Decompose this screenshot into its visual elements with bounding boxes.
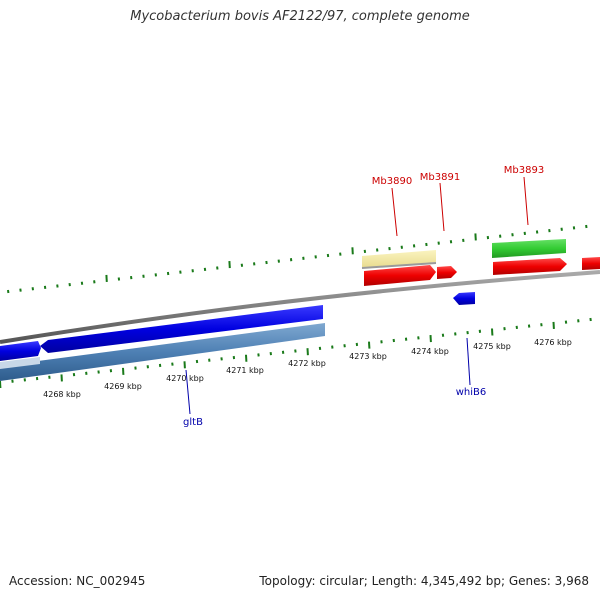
scale-label: 4276 kbp [534,338,572,347]
leader-mb3893 [523,176,529,226]
leader-whib6 [466,337,471,386]
scale-label: 4269 kbp [104,382,142,391]
leader-gltb [185,369,191,415]
gene-divider-grey [361,262,437,269]
gene-arrow-mb3890 [364,265,436,286]
gene-arrow-mb3891 [437,266,457,279]
gene-arrow-red-right [582,257,600,270]
genome-backbone [0,270,600,344]
gene-bar-green [492,239,566,258]
gene-arrow-whib6 [453,292,475,305]
leader-mb3891 [439,182,445,232]
genome-summary-text: Topology: circular; Length: 4,345,492 bp… [259,574,589,588]
map-title: Mycobacterium bovis AF2122/97, complete … [130,9,470,24]
scale-label: 4274 kbp [411,347,449,356]
scale-label: 4270 kbp [166,374,204,383]
scale-labels: 4268 kbp 4269 kbp 4270 kbp 4271 kbp 4272 kbp… [43,338,572,399]
scale-label: 4271 kbp [226,366,264,375]
scale-label: 4272 kbp [288,359,326,368]
gene-arrow-gltb [40,305,323,353]
lower-tick-track [0,317,592,389]
gene-arrow-mb3893 [493,258,567,275]
accession-text: Accession: NC_002945 [9,574,146,588]
gene-label-mb3890: Mb3890 [372,176,412,187]
upper-tick-track [7,224,588,294]
gene-label-gltb: gltB [183,417,203,428]
gene-bar-steel-left [0,357,40,369]
gene-label-mb3893: Mb3893 [504,165,544,176]
gene-label-whib6: whiB6 [456,387,487,398]
scale-label: 4268 kbp [43,390,81,399]
scale-label: 4273 kbp [349,352,387,361]
gene-arrow-blue-left [0,341,41,361]
gene-bar-steel [0,323,325,381]
gene-label-mb3891: Mb3891 [420,172,460,183]
scale-label: 4275 kbp [473,342,511,351]
leader-mb3890 [391,187,398,237]
